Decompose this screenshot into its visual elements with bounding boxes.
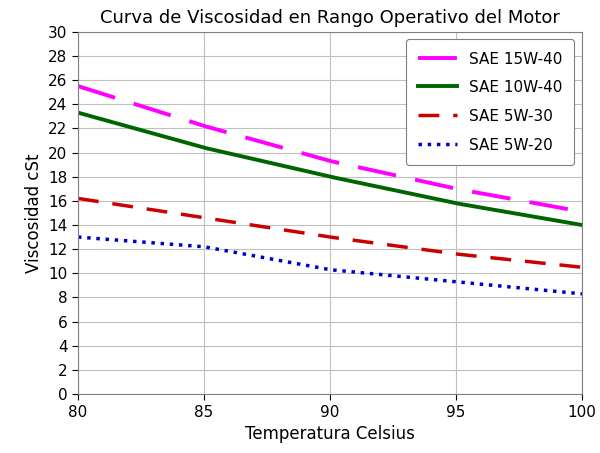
SAE 5W-30 [74, 196, 82, 201]
SAE 15W-40 [74, 83, 82, 89]
SAE 15W-40 [566, 207, 574, 212]
Line: SAE 5W-20: SAE 5W-20 [78, 237, 582, 294]
SAE 10W-40 [317, 172, 324, 177]
SAE 5W-20 [317, 265, 324, 270]
SAE 15W-40 [374, 169, 382, 174]
SAE 15W-40 [314, 155, 321, 160]
SAE 5W-20 [578, 291, 586, 297]
Line: SAE 5W-30: SAE 5W-30 [78, 198, 582, 267]
SAE 5W-20 [566, 290, 574, 295]
SAE 15W-40 [347, 163, 355, 168]
SAE 5W-30 [374, 241, 382, 246]
SAE 10W-40 [374, 184, 382, 189]
Line: SAE 10W-40: SAE 10W-40 [78, 113, 582, 225]
SAE 5W-20 [314, 265, 321, 270]
SAE 5W-30 [487, 255, 494, 260]
SAE 15W-40 [578, 209, 586, 214]
SAE 5W-20 [487, 282, 494, 288]
SAE 15W-40 [487, 193, 494, 198]
SAE 15W-40 [317, 155, 324, 161]
SAE 5W-20 [74, 234, 82, 240]
SAE 5W-30 [578, 265, 586, 270]
SAE 5W-30 [317, 233, 324, 238]
Title: Curva de Viscosidad en Rango Operativo del Motor: Curva de Viscosidad en Rango Operativo d… [100, 10, 560, 27]
SAE 10W-40 [347, 178, 355, 184]
Line: SAE 15W-40: SAE 15W-40 [78, 86, 582, 212]
X-axis label: Temperatura Celsius: Temperatura Celsius [245, 425, 415, 443]
Y-axis label: Viscosidad cSt: Viscosidad cSt [25, 153, 43, 273]
SAE 10W-40 [314, 171, 321, 177]
SAE 10W-40 [578, 222, 586, 228]
SAE 5W-30 [347, 237, 355, 242]
SAE 5W-20 [374, 271, 382, 277]
SAE 5W-30 [314, 232, 321, 238]
SAE 10W-40 [566, 220, 574, 226]
SAE 5W-20 [347, 269, 355, 275]
Legend: SAE 15W-40, SAE 10W-40, SAE 5W-30, SAE 5W-20: SAE 15W-40, SAE 10W-40, SAE 5W-30, SAE 5… [406, 39, 574, 165]
SAE 5W-30 [566, 263, 574, 269]
SAE 10W-40 [74, 110, 82, 116]
SAE 10W-40 [487, 207, 494, 212]
